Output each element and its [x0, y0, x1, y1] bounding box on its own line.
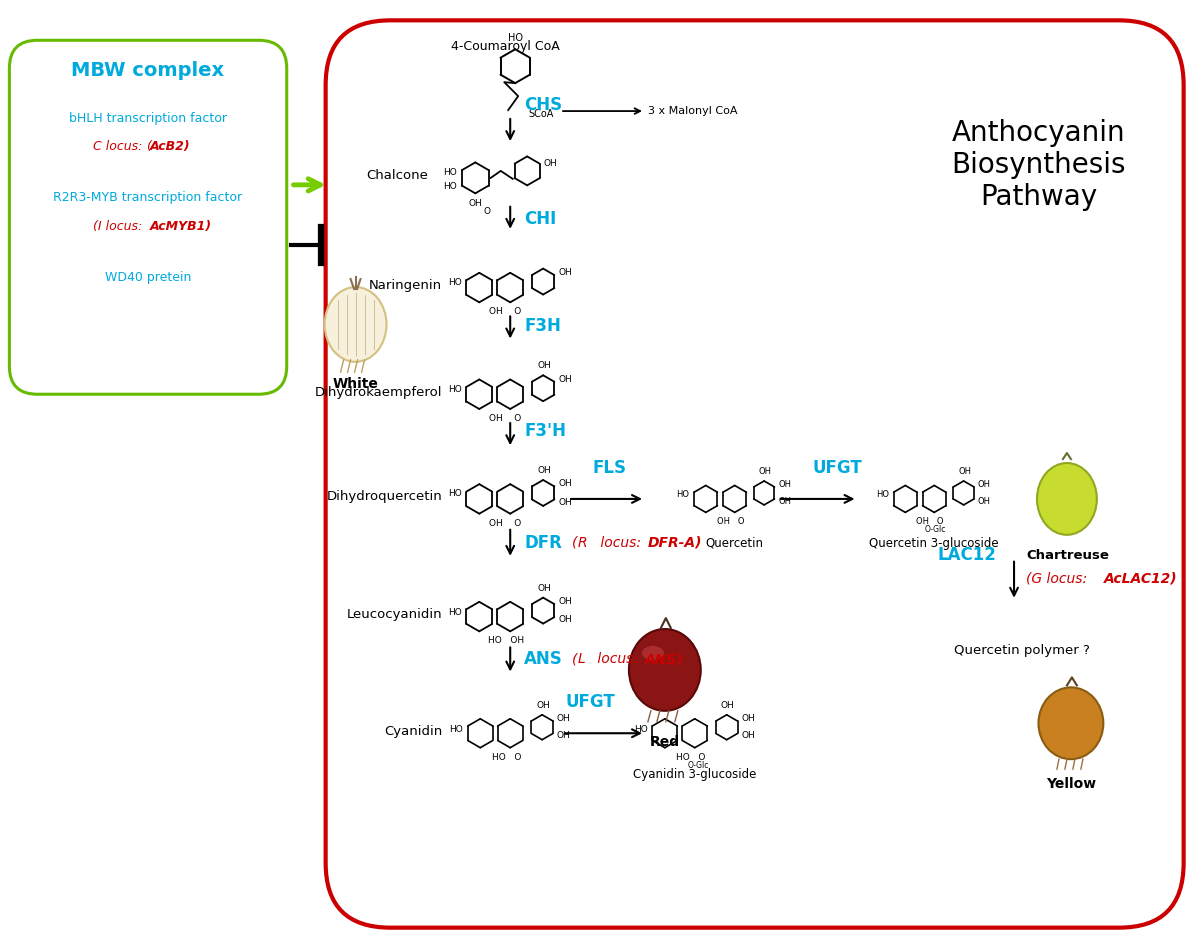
- Text: OH: OH: [978, 497, 991, 506]
- Text: OH: OH: [778, 480, 791, 489]
- Text: CHI: CHI: [524, 210, 557, 228]
- Text: AcB2): AcB2): [150, 140, 191, 154]
- Text: HO   OH: HO OH: [488, 637, 524, 645]
- Text: R: R: [578, 536, 588, 549]
- Ellipse shape: [629, 629, 701, 711]
- Text: MBW complex: MBW complex: [72, 61, 224, 80]
- Text: Cyanidin 3-glucoside: Cyanidin 3-glucoside: [634, 768, 756, 781]
- Text: OH    O: OH O: [490, 519, 521, 528]
- Text: HO: HO: [508, 33, 523, 44]
- Text: O-Glc: O-Glc: [924, 526, 946, 534]
- Text: Chalcone: Chalcone: [366, 169, 428, 182]
- Text: HO: HO: [876, 491, 889, 499]
- Text: White: White: [332, 378, 378, 391]
- Text: Naringenin: Naringenin: [370, 279, 443, 292]
- Text: OH: OH: [558, 479, 572, 489]
- Text: OH: OH: [558, 497, 572, 507]
- Text: LAC12: LAC12: [937, 546, 996, 564]
- Text: Yellow: Yellow: [1046, 777, 1096, 791]
- Text: HO: HO: [634, 725, 647, 734]
- Text: Leucocyanidin: Leucocyanidin: [347, 608, 443, 621]
- Text: FLS: FLS: [593, 459, 626, 477]
- Text: DFR-A): DFR-A): [648, 536, 702, 549]
- Text: SCoA: SCoA: [528, 109, 553, 119]
- Text: OH: OH: [536, 700, 550, 710]
- Text: Red: Red: [649, 735, 680, 749]
- Ellipse shape: [1037, 463, 1097, 535]
- Text: HO: HO: [448, 490, 462, 498]
- Text: (I locus:: (I locus:: [92, 220, 146, 233]
- Text: OH: OH: [742, 732, 755, 740]
- Text: OH   O: OH O: [917, 517, 944, 527]
- Text: HO: HO: [443, 182, 457, 192]
- Text: O-Glc: O-Glc: [688, 761, 709, 770]
- Text: AcMYB1): AcMYB1): [150, 220, 212, 233]
- Text: 4-Coumaroyl CoA: 4-Coumaroyl CoA: [451, 40, 559, 53]
- Text: Quercetin: Quercetin: [706, 537, 763, 549]
- Text: O: O: [484, 207, 491, 216]
- Text: OH: OH: [468, 199, 482, 209]
- Text: DFR: DFR: [524, 533, 562, 551]
- Text: CHS: CHS: [524, 96, 563, 114]
- Text: Quercetin polymer ?: Quercetin polymer ?: [954, 643, 1090, 657]
- Text: (: (: [145, 140, 150, 154]
- FancyBboxPatch shape: [10, 40, 287, 394]
- Text: WD40 pretein: WD40 pretein: [104, 271, 191, 284]
- Text: (G locus:: (G locus:: [1026, 571, 1092, 586]
- Text: HO   O: HO O: [492, 753, 521, 762]
- Text: OH: OH: [538, 584, 551, 593]
- Text: OH   O: OH O: [716, 517, 744, 527]
- Text: 3 x Malonyl CoA: 3 x Malonyl CoA: [648, 106, 737, 116]
- Text: Quercetin 3-glucoside: Quercetin 3-glucoside: [870, 537, 1000, 549]
- Text: OH: OH: [742, 714, 755, 723]
- Text: Dihydrokaempferol: Dihydrokaempferol: [314, 385, 443, 399]
- Text: OH: OH: [721, 700, 734, 710]
- Text: OH: OH: [758, 467, 772, 476]
- Text: R2R3-MYB transcription factor: R2R3-MYB transcription factor: [54, 192, 242, 204]
- Text: OH: OH: [558, 375, 572, 383]
- Text: OH: OH: [778, 497, 791, 506]
- Text: F3H: F3H: [524, 317, 562, 335]
- Text: OH: OH: [544, 159, 557, 168]
- Text: HO: HO: [448, 384, 462, 394]
- Text: Dihydroquercetin: Dihydroquercetin: [326, 491, 443, 503]
- Text: OH: OH: [538, 466, 551, 475]
- Text: OH: OH: [538, 362, 551, 370]
- FancyBboxPatch shape: [325, 20, 1183, 928]
- Text: HO: HO: [677, 491, 689, 499]
- Text: ANS): ANS): [644, 653, 684, 666]
- Text: UFGT: UFGT: [565, 694, 614, 712]
- Text: bHLH transcription factor: bHLH transcription factor: [70, 112, 227, 124]
- Text: C locus:: C locus:: [92, 140, 146, 154]
- Text: OH: OH: [558, 268, 572, 277]
- Text: OH: OH: [557, 714, 570, 723]
- Text: OH: OH: [978, 480, 991, 489]
- Text: OH    O: OH O: [490, 414, 521, 423]
- Text: F3'H: F3'H: [524, 422, 566, 440]
- Text: (: (: [572, 536, 577, 549]
- Text: OH: OH: [558, 597, 572, 606]
- Ellipse shape: [325, 287, 386, 362]
- Text: HO: HO: [448, 278, 462, 287]
- Text: HO   O: HO O: [676, 753, 706, 762]
- Text: OH: OH: [958, 467, 971, 476]
- Text: HO: HO: [448, 608, 462, 617]
- Text: OH    O: OH O: [490, 307, 521, 316]
- Ellipse shape: [1038, 687, 1103, 759]
- Text: AcLAC12): AcLAC12): [1104, 571, 1177, 586]
- Text: HO: HO: [449, 725, 463, 734]
- Text: UFGT: UFGT: [812, 459, 862, 477]
- Text: locus:: locus:: [593, 653, 642, 666]
- Text: (: (: [572, 653, 577, 666]
- Text: locus:: locus:: [596, 536, 646, 549]
- Text: OH: OH: [558, 615, 572, 624]
- Text: Anthocyanin
Biosynthesis
Pathway: Anthocyanin Biosynthesis Pathway: [952, 119, 1127, 212]
- Text: L: L: [578, 653, 586, 666]
- Text: HO: HO: [443, 168, 457, 177]
- Ellipse shape: [642, 646, 664, 660]
- Text: OH: OH: [557, 732, 570, 740]
- Text: ANS: ANS: [524, 650, 563, 668]
- Text: Cyanidin: Cyanidin: [384, 725, 443, 737]
- Text: Chartreuse: Chartreuse: [1026, 549, 1109, 562]
